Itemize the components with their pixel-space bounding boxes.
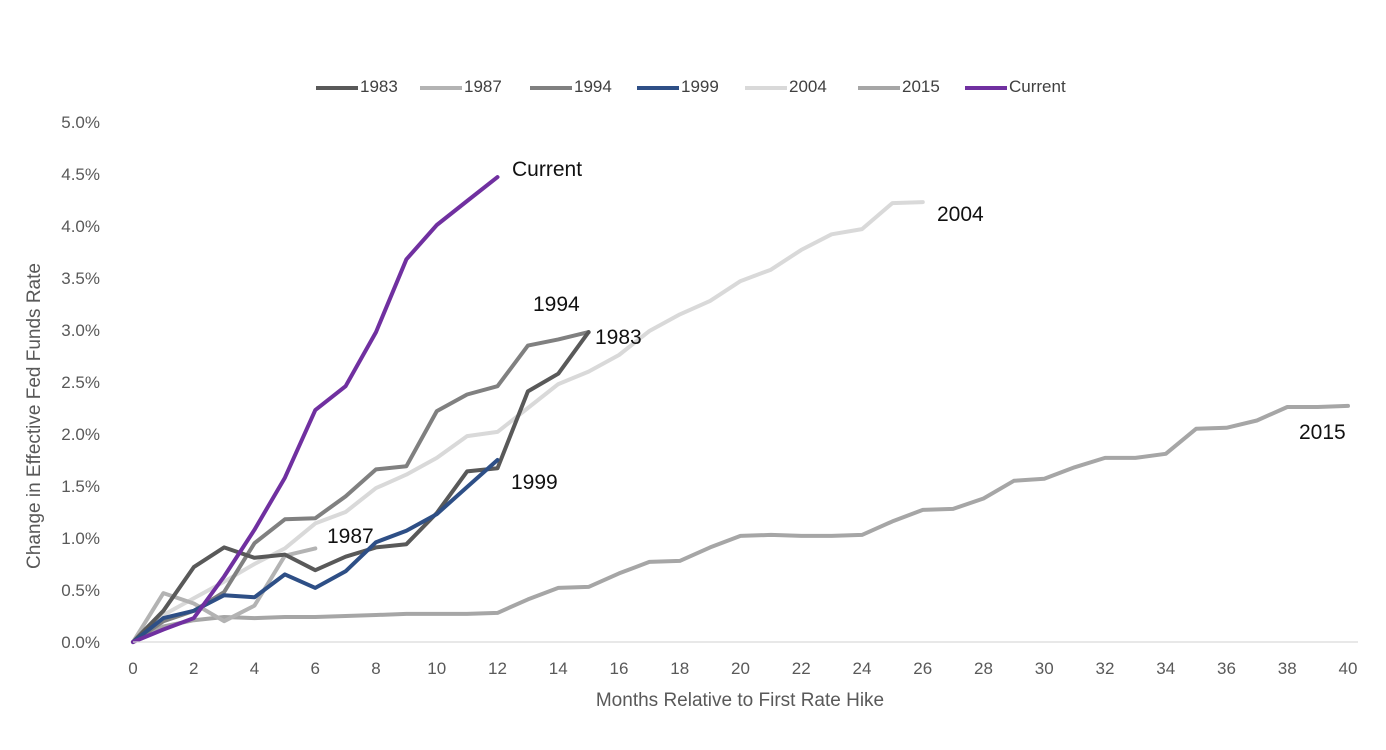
x-tick-label: 12 [488,659,507,678]
legend-label-2004: 2004 [789,77,827,96]
y-tick-label: 5.0% [61,113,100,132]
chart-legend: 1983 1987 1994 1999 2004 2015 Current [316,77,1066,96]
x-tick-label: 0 [128,659,137,678]
y-axis-title: Change in Effective Fed Funds Rate [24,263,45,569]
x-tick-label: 38 [1278,659,1297,678]
y-tick-label: 1.0% [61,529,100,548]
x-tick-label: 8 [371,659,380,678]
y-tick-label: 0.5% [61,581,100,600]
x-tick-label: 40 [1339,659,1358,678]
y-tick-label: 2.0% [61,425,100,444]
x-tick-label: 6 [311,659,320,678]
x-axis-title: Months Relative to First Rate Hike [596,690,884,711]
end-label-2004: 2004 [937,203,984,226]
legend-label-2015: 2015 [902,77,940,96]
y-tick-label: 0.0% [61,633,100,652]
x-tick-label: 14 [549,659,568,678]
x-tick-label: 32 [1096,659,1115,678]
x-tick-label: 20 [731,659,750,678]
series-line-1983 [131,330,591,644]
x-tick-label: 30 [1035,659,1054,678]
x-tick-label: 28 [974,659,993,678]
y-tick-label: 3.0% [61,321,100,340]
series-line-2015 [131,403,1350,644]
x-tick-label: 26 [913,659,932,678]
x-tick-label: 2 [189,659,198,678]
y-tick-label: 4.0% [61,217,100,236]
x-tick-label: 16 [610,659,629,678]
series-line-2004 [131,200,925,644]
x-tick-label: 10 [427,659,446,678]
end-label-2015: 2015 [1299,421,1346,444]
x-tick-label: 24 [853,659,872,678]
x-tick-label: 34 [1156,659,1175,678]
legend-label-1987: 1987 [464,77,502,96]
legend-label-1994: 1994 [574,77,612,96]
series-line-current [131,175,500,644]
y-tick-label: 4.5% [61,165,100,184]
legend-label-1999: 1999 [681,77,719,96]
end-label-current: Current [512,158,582,181]
end-label-1994: 1994 [533,293,580,316]
x-tick-label: 36 [1217,659,1236,678]
series-line-1999 [131,458,500,644]
x-axis-ticks: 0 2 4 6 8 10 12 14 16 18 20 22 24 26 28 30 32 34 36 38 40 [128,659,1357,678]
end-label-1987: 1987 [327,525,374,548]
y-axis-ticks: 0.0% 0.5% 1.0% 1.5% 2.0% 2.5% 3.0% 3.5% 4.0% 4.5%… [61,113,100,652]
y-tick-label: 1.5% [61,477,100,496]
series-layer [131,175,1350,644]
x-tick-label: 18 [670,659,689,678]
end-label-1983: 1983 [595,326,642,349]
x-tick-label: 22 [792,659,811,678]
x-tick-label: 4 [250,659,259,678]
legend-label-current: Current [1009,77,1066,96]
y-tick-label: 3.5% [61,269,100,288]
end-label-1999: 1999 [511,471,558,494]
legend-label-1983: 1983 [360,77,398,96]
series-end-labels: Current 2004 1994 1983 2015 1999 1987 [327,158,1346,548]
y-tick-label: 2.5% [61,373,100,392]
